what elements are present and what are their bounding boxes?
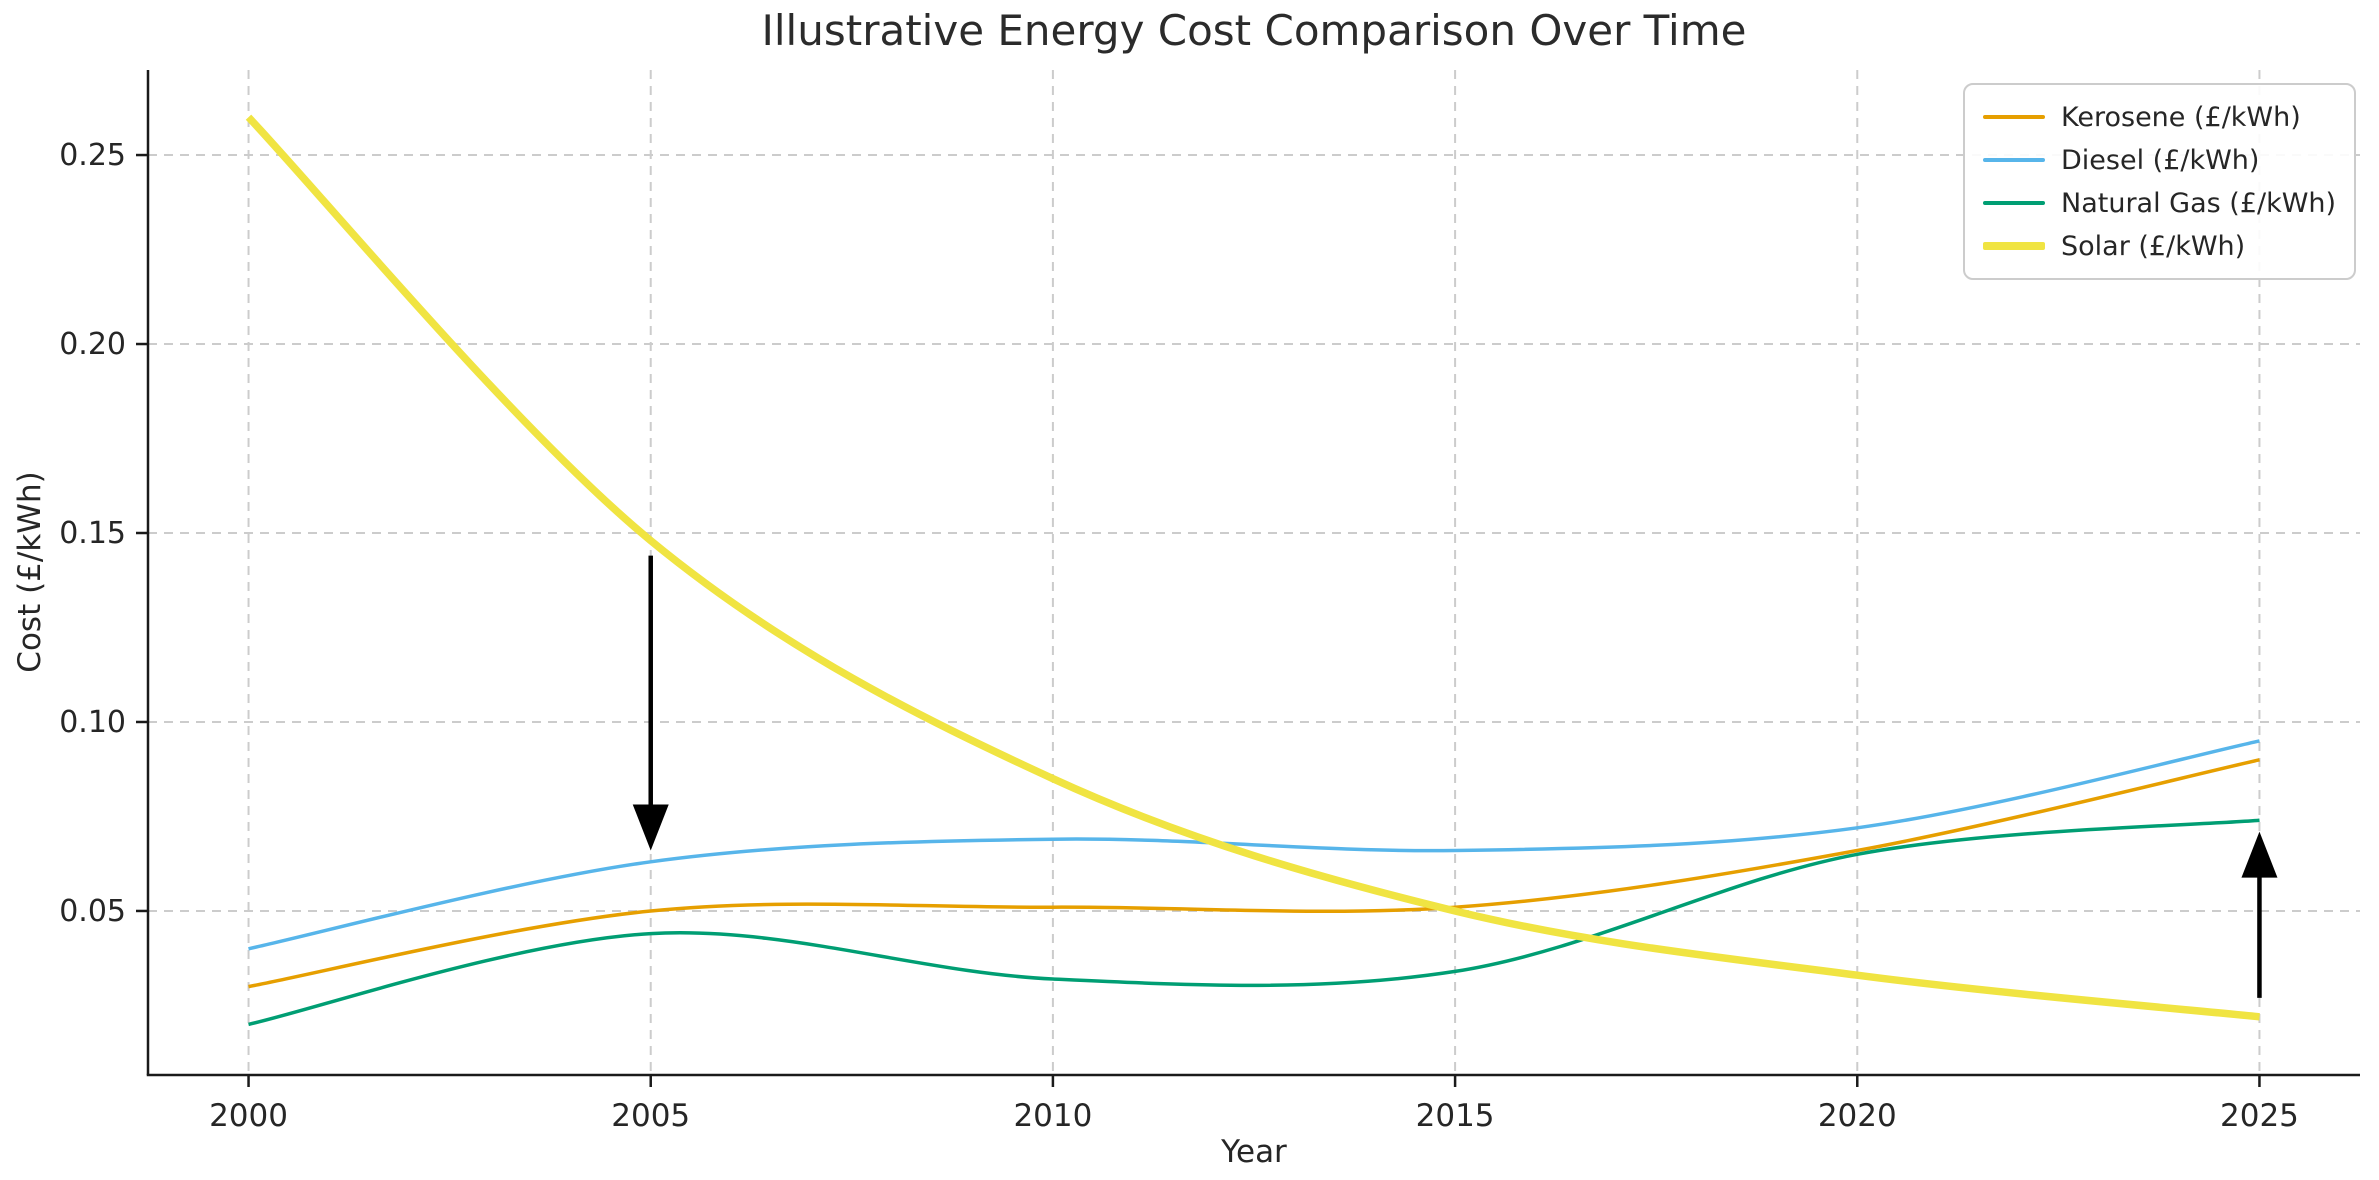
x-tick-label: 2005: [611, 1098, 690, 1134]
legend-item-solar-kwh: Solar (£/kWh): [1983, 226, 2336, 266]
legend-label-natural-gas-kwh: Natural Gas (£/kWh): [2061, 187, 2337, 219]
x-tick-label: 2020: [1818, 1098, 1897, 1134]
legend-label-kerosene-kwh: Kerosene (£/kWh): [2061, 101, 2301, 133]
y-tick-label: 0.10: [59, 705, 126, 740]
x-tick-label: 2000: [209, 1098, 288, 1134]
legend-swatch-kerosene-kwh: [1983, 115, 2045, 119]
legend-swatch-solar-kwh: [1983, 242, 2045, 250]
y-tick-label: 0.25: [59, 138, 126, 173]
y-axis-label: Cost (£/kWh): [12, 471, 48, 673]
x-axis-label: Year: [1221, 1134, 1287, 1170]
y-tick-label: 0.20: [59, 327, 126, 362]
legend-item-diesel-kwh: Diesel (£/kWh): [1983, 140, 2336, 180]
x-tick-label: 2015: [1416, 1098, 1495, 1134]
series-line-kerosene-kwh: [248, 758, 2260, 989]
legend-label-diesel-kwh: Diesel (£/kWh): [2061, 144, 2260, 176]
series-line-solar-kwh: [245, 114, 2260, 1021]
legend-swatch-diesel-kwh: [1983, 158, 2045, 162]
legend-item-kerosene-kwh: Kerosene (£/kWh): [1983, 97, 2336, 137]
x-tick-label: 2010: [1013, 1098, 1092, 1134]
legend-swatch-natural-gas-kwh: [1983, 201, 2045, 205]
down-arrow-2005-head: [632, 804, 669, 851]
series-line-natural-gas-kwh: [248, 818, 2260, 1027]
chart-title: Illustrative Energy Cost Comparison Over…: [761, 6, 1747, 55]
series-line-diesel-kwh: [248, 739, 2260, 951]
legend: Kerosene (£/kWh) Diesel (£/kWh) Natural Ga…: [1963, 83, 2357, 280]
x-tick-label: 2025: [2220, 1098, 2299, 1134]
legend-item-natural-gas-kwh: Natural Gas (£/kWh): [1983, 183, 2336, 223]
y-tick-label: 0.15: [59, 516, 126, 551]
y-tick-label: 0.05: [59, 894, 126, 929]
legend-label-solar-kwh: Solar (£/kWh): [2061, 230, 2246, 262]
up-arrow-2025-head: [2241, 831, 2278, 878]
